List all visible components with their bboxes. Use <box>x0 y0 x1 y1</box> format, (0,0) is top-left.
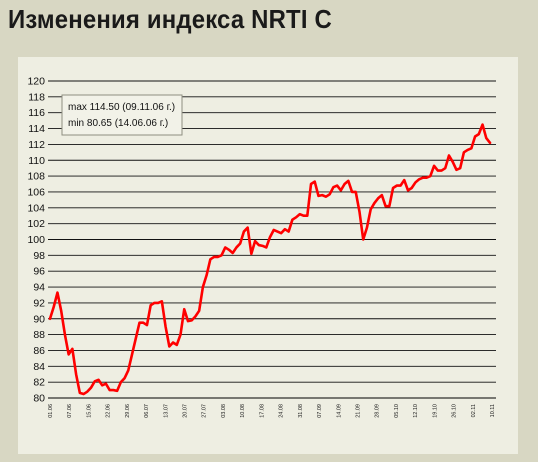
legend: max 114.50 (09.11.06 г.) min 80.65 (14.0… <box>61 94 183 136</box>
y-tick-label: 104 <box>27 202 45 214</box>
x-tick-label: 20.07 <box>183 404 189 418</box>
x-tick-label: 12.10 <box>413 404 419 418</box>
legend-min: min 80.65 (14.06.06 г.) <box>68 118 168 129</box>
x-tick-label: 02.11 <box>471 404 477 417</box>
y-tick-label: 112 <box>28 139 45 151</box>
x-tick-label: 22.06 <box>106 404 112 418</box>
legend-box <box>61 94 183 136</box>
y-tick-label: 110 <box>28 155 45 167</box>
y-tick-label: 80 <box>33 393 45 405</box>
y-axis-labels: 80 82 84 86 88 90 92 94 96 98 100 102 104 106 108 110 11… <box>27 76 45 405</box>
y-tick-label: 116 <box>28 107 45 119</box>
x-tick-label: 19.10 <box>432 404 438 418</box>
series-layer <box>48 123 492 396</box>
x-tick-label: 13.07 <box>163 404 169 418</box>
y-tick-label: 120 <box>27 76 45 88</box>
chart-panel: 80 82 84 86 88 90 92 94 96 98 100 102 104 106 108 110 11… <box>18 57 518 454</box>
x-tick-label: 27.07 <box>202 404 208 418</box>
x-tick-label: 07.06 <box>67 404 73 418</box>
x-tick-label: 26.10 <box>452 404 458 418</box>
y-tick-label: 84 <box>33 361 45 373</box>
y-tick-label: 82 <box>33 377 45 389</box>
y-tick-label: 118 <box>28 91 45 103</box>
y-tick-label: 96 <box>33 266 45 278</box>
y-tick-label: 94 <box>33 282 45 294</box>
page-title: Изменения индекса NRTI C <box>8 4 332 34</box>
y-tick-label: 88 <box>33 329 45 341</box>
y-tick-label: 106 <box>27 186 45 198</box>
x-axis-labels: 01.06 07.06 15.06 22.06 29.06 06.07 13.07 20.07… <box>48 404 496 418</box>
y-tick-label: 102 <box>27 218 45 230</box>
x-tick-label: 28.09 <box>375 404 381 418</box>
x-tick-label: 01.06 <box>48 404 54 418</box>
y-tick-label: 86 <box>33 345 45 357</box>
x-tick-label: 10.11 <box>490 404 496 417</box>
legend-max: max 114.50 (09.11.06 г.) <box>68 102 175 113</box>
x-tick-label: 07.09 <box>317 404 323 418</box>
x-tick-label: 24.08 <box>279 404 285 418</box>
y-tick-label: 92 <box>33 297 45 309</box>
x-tick-label: 03.08 <box>221 404 227 418</box>
y-tick-label: 90 <box>33 313 45 325</box>
x-tick-label: 29.06 <box>125 404 131 418</box>
x-tick-label: 06.07 <box>144 404 150 418</box>
line-chart: 80 82 84 86 88 90 92 94 96 98 100 102 104 106 108 110 11… <box>27 76 496 418</box>
y-tick-label: 100 <box>27 234 45 246</box>
series-line-0 <box>48 123 492 396</box>
x-tick-label: 21.09 <box>355 404 361 418</box>
y-tick-label: 114 <box>28 123 45 135</box>
x-tick-label: 31.08 <box>298 404 304 418</box>
x-tick-label: 05.10 <box>394 404 400 418</box>
x-tick-label: 14.09 <box>336 404 342 418</box>
x-tick-label: 15.06 <box>86 404 92 418</box>
x-tick-label: 17.08 <box>259 404 265 418</box>
grid-lines <box>48 80 496 399</box>
y-tick-label: 108 <box>27 171 45 183</box>
x-tick-label: 10.08 <box>240 404 246 418</box>
y-tick-label: 98 <box>33 250 45 262</box>
